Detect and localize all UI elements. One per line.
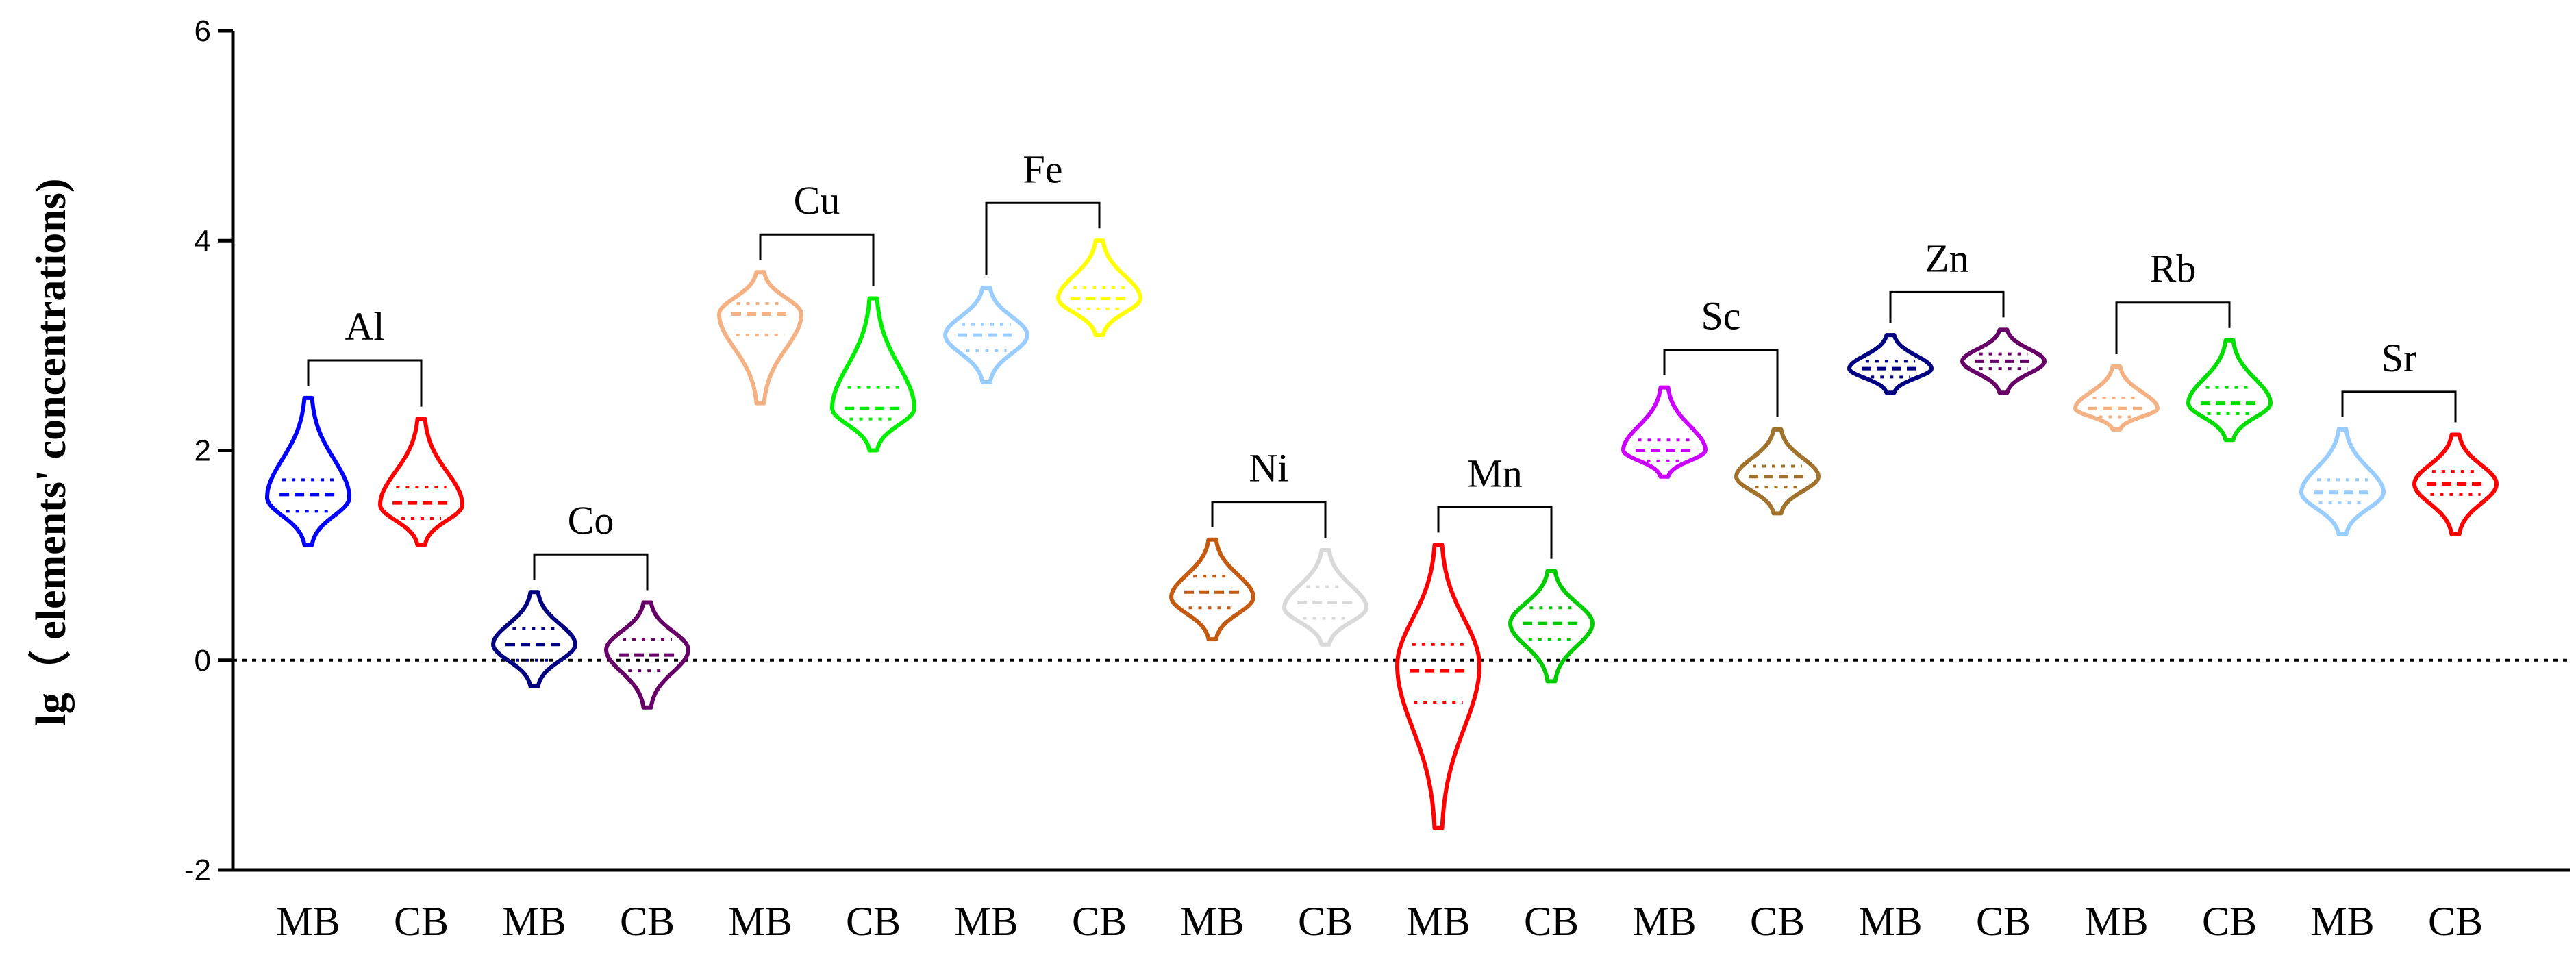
x-category-label: CB <box>1072 899 1127 944</box>
violin-cu-cb <box>830 296 916 453</box>
violin-zn-cb <box>1960 327 2047 395</box>
comparison-bracket <box>533 553 649 591</box>
x-category-label: MB <box>954 899 1018 944</box>
comparison-bracket <box>1889 290 2005 323</box>
x-category-label: MB <box>1858 899 1922 944</box>
y-tick-label: 2 <box>195 434 211 468</box>
element-label: Co <box>568 498 614 543</box>
element-label: Sc <box>1701 294 1741 338</box>
x-category-label: MB <box>728 899 792 944</box>
x-category-label: CB <box>1524 899 1579 944</box>
comparison-bracket <box>1437 506 1553 559</box>
violin-fe-mb <box>943 286 1029 384</box>
x-category-label: CB <box>620 899 675 944</box>
y-axis-ticks: 6 4 2 0 -2 <box>184 14 233 887</box>
x-category-label: CB <box>2428 899 2483 944</box>
violin-sc-mb <box>1621 385 1708 479</box>
violin-mn-mb <box>1395 543 1481 830</box>
x-category-label: CB <box>846 899 901 944</box>
x-category-label: MB <box>1632 899 1696 944</box>
x-category-label: MB <box>2310 899 2374 944</box>
y-tick-label: -2 <box>184 854 211 887</box>
x-category-label: CB <box>2202 899 2257 944</box>
element-label: Zn <box>1925 236 1968 280</box>
brackets-layer: Al Co Cu Fe Ni Mn Sc Zn Rb Sr <box>307 147 2457 591</box>
comparison-bracket <box>2115 301 2231 354</box>
violin-al-mb <box>265 395 351 547</box>
x-category-label: MB <box>502 899 566 944</box>
x-category-label: CB <box>1298 899 1353 944</box>
x-category-label: MB <box>1180 899 1244 944</box>
element-label: Al <box>345 304 385 349</box>
comparison-bracket <box>2341 390 2457 423</box>
violin-zn-mb <box>1847 333 1934 395</box>
violin-al-cb <box>378 417 464 547</box>
violin-co-mb <box>491 590 577 688</box>
x-category-label: CB <box>1976 899 2031 944</box>
x-category-label: CB <box>394 899 449 944</box>
element-label: Fe <box>1023 147 1063 191</box>
element-label: Rb <box>2150 247 2197 291</box>
x-category-label: MB <box>2084 899 2148 944</box>
x-category-label: MB <box>1406 899 1470 944</box>
y-tick-label: 4 <box>195 224 211 258</box>
element-label: Sr <box>2381 336 2417 380</box>
comparison-bracket <box>985 201 1101 276</box>
violin-mn-cb <box>1508 569 1595 684</box>
comparison-bracket <box>1211 501 1327 538</box>
y-axis-title: lg（ elements' concentrations) <box>27 179 75 726</box>
comparison-bracket <box>759 233 875 286</box>
element-label: Mn <box>1467 451 1523 495</box>
violin-rb-cb <box>2186 338 2273 443</box>
x-category-labels: MB CB MB CB MB CB MB CB MB CB MB CB MB CB MB CB MB CB MB CB <box>276 899 2483 944</box>
violin-fe-cb <box>1056 238 1142 338</box>
comparison-bracket <box>1663 349 1779 417</box>
violin-cu-mb <box>717 270 803 406</box>
violin-sc-cb <box>1734 427 1821 516</box>
violin-ni-mb <box>1169 537 1255 642</box>
comparison-bracket <box>307 359 423 407</box>
violin-sr-mb <box>2299 427 2386 536</box>
x-category-label: CB <box>1750 899 1805 944</box>
y-tick-label: 0 <box>195 644 211 678</box>
element-label: Cu <box>794 178 840 223</box>
element-label: Ni <box>1249 446 1289 490</box>
x-category-label: MB <box>276 899 340 944</box>
violin-co-cb <box>604 600 690 710</box>
y-tick-label: 6 <box>195 14 211 48</box>
violin-sr-cb <box>2412 432 2499 536</box>
violins-layer <box>265 238 2499 830</box>
violin-rb-mb <box>2073 364 2160 432</box>
violin-ni-cb <box>1282 548 1368 647</box>
